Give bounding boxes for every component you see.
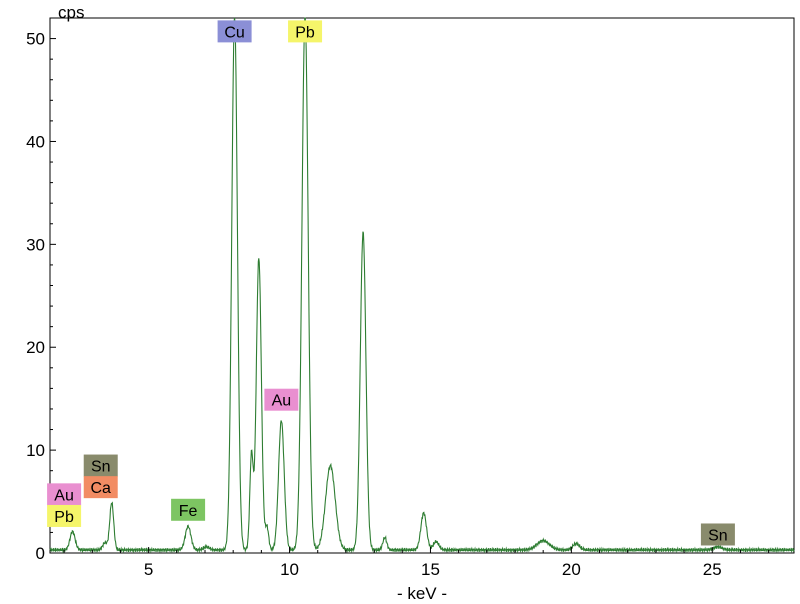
x-tick-label: 20 bbox=[562, 560, 581, 579]
x-tick-label: 5 bbox=[144, 560, 153, 579]
y-axis-title: cps bbox=[58, 3, 84, 22]
peak-label-text: Cu bbox=[224, 24, 244, 41]
peak-label-box bbox=[264, 388, 299, 411]
plot-frame bbox=[49, 17, 795, 554]
x-tick-label: 15 bbox=[421, 560, 440, 579]
peak-label-pb: Pb bbox=[47, 504, 82, 527]
peak-label-text: Sn bbox=[708, 527, 728, 544]
spectrum-series bbox=[49, 17, 795, 554]
x-tick-label: 10 bbox=[280, 560, 299, 579]
spectrum-line bbox=[49, 17, 795, 554]
x-axis: 5 10 15 20 25 bbox=[63, 547, 770, 579]
peak-label-ca: Ca bbox=[83, 476, 118, 499]
plot-border bbox=[49, 17, 795, 554]
peak-label-box bbox=[83, 454, 118, 477]
peak-label-text: Au bbox=[54, 487, 74, 504]
y-axis: 0 10 20 30 40 50 bbox=[26, 17, 56, 563]
peak-label-text: Pb bbox=[54, 509, 74, 526]
peak-label-au: Au bbox=[264, 388, 299, 411]
peak-label-pb: Pb bbox=[288, 20, 323, 43]
y-tick-label: 40 bbox=[26, 132, 45, 151]
peak-label-text: Au bbox=[272, 393, 292, 410]
peak-label-box bbox=[47, 483, 82, 506]
peak-label-box bbox=[288, 20, 323, 43]
peak-label-au: Au bbox=[47, 483, 82, 506]
peak-label-sn: Sn bbox=[83, 454, 118, 477]
y-tick-label: 20 bbox=[26, 338, 45, 357]
y-tick-label: 50 bbox=[26, 30, 45, 49]
peak-label-text: Sn bbox=[91, 459, 111, 476]
peak-label-box bbox=[171, 498, 206, 521]
peak-labels: Cu Pb Au Sn Ca Au Pb Fe Sn bbox=[47, 20, 735, 546]
y-tick-label: 30 bbox=[26, 235, 45, 254]
peak-label-text: Pb bbox=[295, 24, 315, 41]
peak-label-text: Ca bbox=[91, 480, 112, 497]
peak-label-text: Fe bbox=[179, 503, 198, 520]
peak-label-box bbox=[217, 20, 252, 43]
peak-label-box bbox=[700, 523, 735, 546]
peak-label-box bbox=[83, 476, 118, 499]
peak-label-fe: Fe bbox=[171, 498, 206, 521]
y-tick-label: 10 bbox=[26, 441, 45, 460]
peak-label-box bbox=[47, 504, 82, 527]
y-tick-label: 0 bbox=[36, 544, 45, 563]
x-axis-title: - keV - bbox=[397, 584, 447, 603]
peak-label-cu: Cu bbox=[217, 20, 252, 43]
x-tick-label: 25 bbox=[703, 560, 722, 579]
peak-label-sn: Sn bbox=[700, 523, 735, 546]
